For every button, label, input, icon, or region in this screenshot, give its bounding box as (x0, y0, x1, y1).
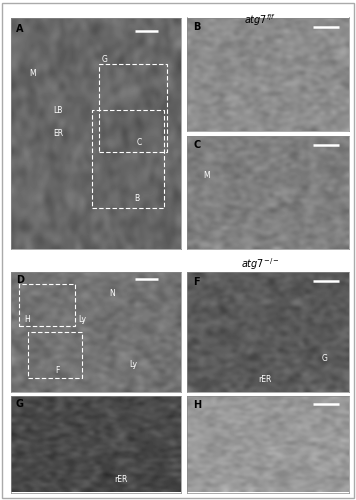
Text: D: D (16, 276, 24, 285)
Text: N: N (110, 289, 115, 298)
Text: A: A (16, 24, 23, 34)
Text: F: F (55, 366, 59, 375)
Text: G: G (16, 399, 24, 409)
Text: H: H (24, 314, 30, 324)
Text: $atg7^{-/-}$: $atg7^{-/-}$ (241, 256, 279, 272)
Text: Ly: Ly (129, 360, 137, 369)
Text: LB: LB (53, 106, 63, 114)
Text: G: G (101, 54, 107, 64)
Text: C: C (136, 138, 142, 147)
Bar (28, 332, 82, 378)
Text: M: M (30, 68, 36, 78)
Bar (99, 64, 167, 152)
Text: $atg7^{f/f}$: $atg7^{f/f}$ (244, 12, 276, 28)
Text: ER: ER (53, 129, 63, 138)
Text: rER: rER (258, 376, 272, 384)
Bar (19, 284, 75, 326)
Bar (92, 110, 163, 208)
Text: B: B (194, 22, 201, 32)
Text: B: B (135, 194, 140, 203)
Text: Ly: Ly (78, 316, 86, 324)
Text: G: G (322, 354, 328, 363)
Text: H: H (194, 400, 202, 410)
Text: rER: rER (114, 474, 128, 484)
Text: C: C (194, 140, 201, 150)
Text: M: M (203, 171, 210, 180)
Text: F: F (194, 276, 200, 286)
